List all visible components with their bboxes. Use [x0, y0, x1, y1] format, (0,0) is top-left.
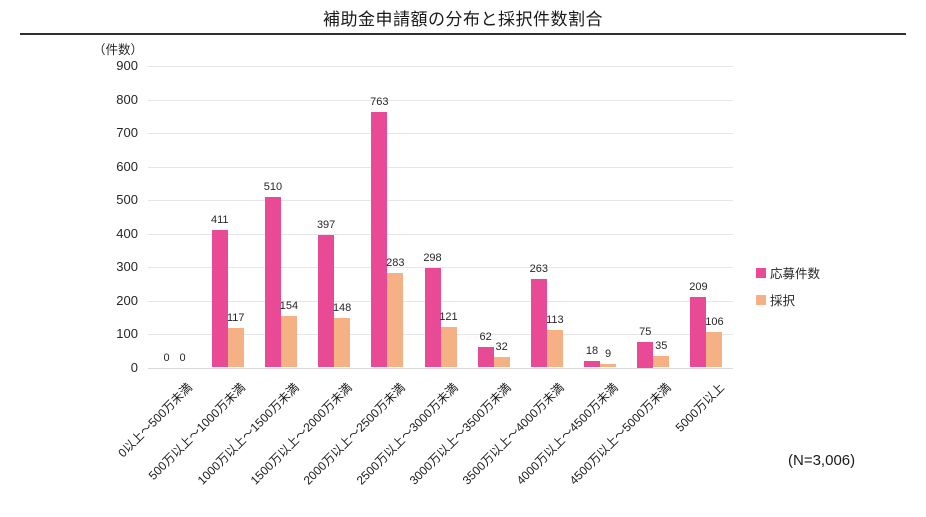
- bar-value-label: 75: [639, 326, 652, 339]
- bar-value-label: 62: [479, 330, 492, 343]
- y-axis-unit-label: （件数）: [93, 43, 144, 57]
- legend-label: 応募件数: [770, 267, 821, 281]
- bar-adopted: [653, 355, 670, 368]
- y-tick-label: 600: [116, 158, 138, 174]
- gridline: [148, 133, 733, 134]
- bar-applications: [477, 346, 494, 368]
- y-tick-label: 100: [116, 326, 138, 341]
- bar-value-label: 148: [332, 301, 352, 314]
- legend: 応募件数 採択: [756, 263, 820, 317]
- y-tick-label: 500: [116, 192, 138, 207]
- bar-applications: [584, 361, 601, 368]
- bar-value-label: 9: [604, 348, 612, 361]
- gridline: [148, 300, 733, 302]
- x-category-label: 3500万以上～4000万未満: [460, 380, 568, 488]
- bar-applications: [371, 111, 388, 368]
- bar-adopted: [227, 328, 244, 368]
- bar-adopted: [706, 331, 723, 368]
- y-tick-label: 700: [116, 125, 138, 140]
- bar-value-label: 0: [179, 351, 186, 364]
- sample-size-note: (N=3,006): [788, 452, 856, 469]
- bar-adopted: [493, 356, 510, 368]
- bar-adopted: [280, 315, 297, 368]
- bar-value-label: 397: [316, 218, 336, 231]
- bar-value-label: 32: [495, 340, 508, 353]
- gridline: [148, 200, 733, 201]
- gridline: [148, 267, 733, 268]
- y-tick-label: 0: [130, 359, 138, 375]
- bar-applications: [530, 279, 547, 368]
- x-category-label: 5000万以上: [672, 380, 727, 435]
- legend-item: 採択: [756, 290, 820, 309]
- bar-applications: [690, 297, 707, 368]
- gridline: [148, 66, 733, 67]
- y-tick-label: 900: [116, 58, 138, 73]
- legend-swatch: [756, 294, 766, 305]
- gridline: [148, 166, 733, 168]
- bar-adopted: [546, 329, 563, 368]
- bar-value-label: 18: [585, 345, 599, 358]
- bar-value-label: 411: [210, 213, 229, 226]
- gridline: [148, 99, 733, 101]
- x-category-label: 1000万以上～1500万未満: [194, 380, 302, 488]
- legend-swatch: [756, 267, 766, 278]
- bar-value-label: 113: [546, 313, 564, 326]
- bar-adopted: [600, 364, 617, 368]
- bar-value-label: 263: [529, 263, 549, 276]
- bar-value-label: 154: [279, 299, 299, 312]
- bar-adopted: [387, 272, 404, 368]
- legend-item: 応募件数: [756, 263, 820, 282]
- bar-applications: [424, 267, 441, 368]
- y-tick-label: 300: [116, 259, 138, 274]
- x-category-label: 500万以上～1000万未満: [145, 380, 249, 483]
- chart-title: 補助金申請額の分布と採択件数割合: [323, 10, 603, 29]
- gridline: [148, 233, 733, 235]
- y-tick-label: 400: [116, 225, 138, 241]
- x-category-label: 2500万以上～3000万未満: [353, 380, 461, 488]
- y-tick-label: 200: [116, 292, 138, 308]
- y-tick-label: 800: [116, 91, 138, 107]
- x-category-label: 2000万以上～2500万未満: [300, 380, 408, 488]
- legend-label: 採択: [770, 294, 796, 308]
- title-underline: [20, 33, 906, 35]
- x-category-label: 3000万以上～3500万未満: [406, 380, 515, 488]
- bar-value-label: 298: [423, 251, 442, 264]
- bar-value-label: 117: [226, 312, 245, 325]
- bar-value-label: 106: [705, 315, 724, 328]
- bar-applications: [211, 229, 228, 368]
- bar-value-label: 35: [655, 339, 668, 352]
- bar-applications: [264, 196, 281, 368]
- bar-adopted: [440, 326, 457, 368]
- bar-value-label: 510: [263, 180, 283, 193]
- bar-adopted: [334, 317, 351, 368]
- bar-applications: [318, 234, 335, 368]
- x-category-label: 4000万以上～4500万未満: [513, 380, 621, 488]
- bar-value-label: 0: [163, 351, 170, 364]
- x-category-label: 4500万以上～5000万未満: [566, 380, 674, 488]
- gridline: [148, 367, 733, 369]
- bar-value-label: 283: [386, 256, 405, 269]
- bar-value-label: 209: [689, 281, 708, 294]
- x-category-label: 1500万以上～2000万未満: [247, 380, 355, 488]
- bar-value-label: 763: [370, 95, 389, 108]
- bar-value-label: 121: [439, 310, 458, 323]
- bar-applications: [637, 342, 654, 368]
